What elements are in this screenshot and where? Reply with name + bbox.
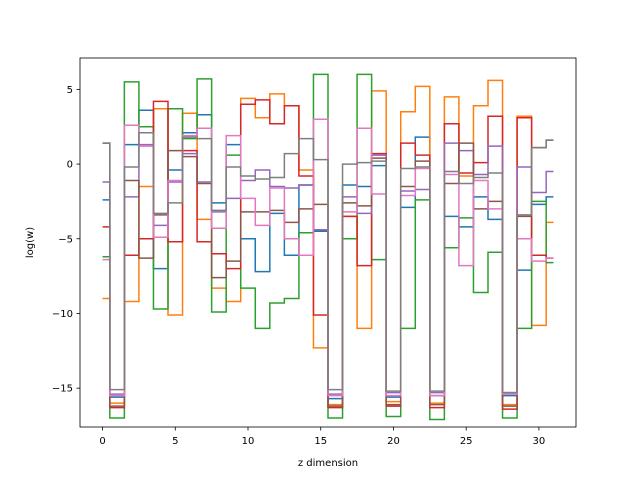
x-tick-label: 25 — [460, 436, 473, 447]
x-tick-label: 0 — [99, 436, 105, 447]
plot-frame — [79, 57, 577, 428]
x-axis-label: z dimension — [298, 458, 358, 469]
series-layer — [102, 73, 554, 421]
y-tick-label: −5 — [58, 234, 73, 245]
y-tick-label: −10 — [52, 309, 73, 320]
x-tick-label: 10 — [242, 436, 255, 447]
x-tick-label: 30 — [533, 436, 546, 447]
y-tick-label: −15 — [52, 384, 73, 395]
y-axis-label: log(w) — [25, 227, 36, 258]
x-tick-label: 15 — [314, 436, 327, 447]
x-tick-label: 5 — [172, 436, 178, 447]
y-tick-label: 5 — [67, 85, 73, 96]
series-line-6 — [102, 139, 554, 407]
series-line-8 — [102, 131, 554, 394]
y-tick-label: 0 — [67, 160, 73, 171]
x-tick-label: 20 — [387, 436, 400, 447]
ticks-layer: 0 5 10 15 20 25 30 5 0 −5 −10 −15 — [52, 85, 545, 447]
